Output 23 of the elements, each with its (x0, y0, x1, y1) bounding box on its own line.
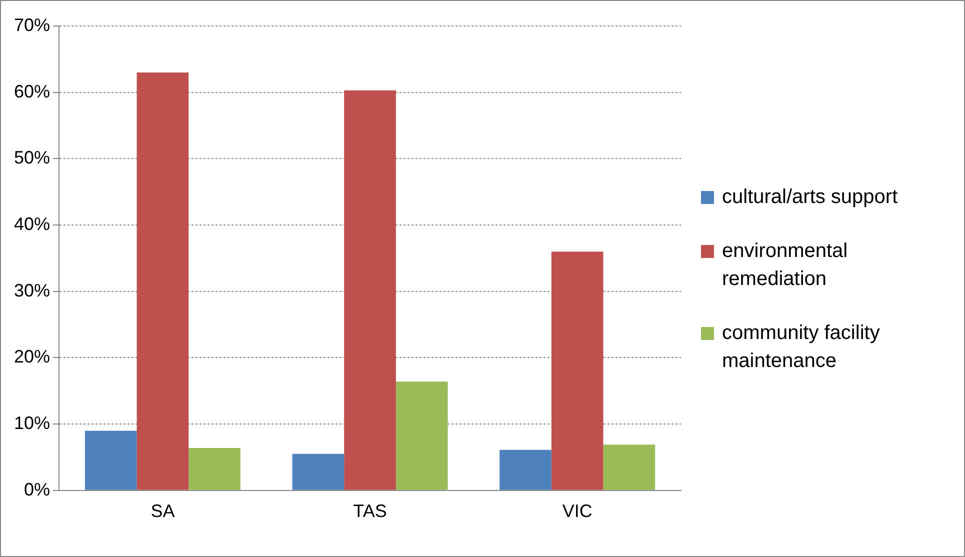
bar (136, 72, 189, 490)
y-tick-label: 30% (14, 280, 50, 300)
bar (344, 90, 396, 490)
y-tick-label: 10% (14, 413, 50, 434)
bar (500, 450, 552, 490)
x-tick-label: VIC (562, 501, 592, 522)
x-tick-label: SA (150, 501, 175, 522)
legend-label: environmental remediation (722, 238, 849, 292)
y-tick-label: 70% (14, 14, 50, 35)
x-tick-label: TAS (353, 501, 387, 522)
y-tick-label: 20% (14, 346, 50, 367)
bar (396, 382, 448, 490)
y-tick-label: 60% (14, 81, 50, 102)
bar (292, 454, 344, 490)
bar (188, 448, 240, 490)
bar (603, 444, 656, 490)
legend-label: cultural/arts support (722, 184, 898, 210)
bar (84, 430, 137, 490)
y-tick-label: 40% (14, 214, 50, 234)
y-tick-label: 0% (24, 479, 50, 500)
bar (551, 252, 604, 490)
legend-label: community facility maintenance (722, 320, 881, 374)
y-tick-label: 50% (14, 148, 50, 168)
